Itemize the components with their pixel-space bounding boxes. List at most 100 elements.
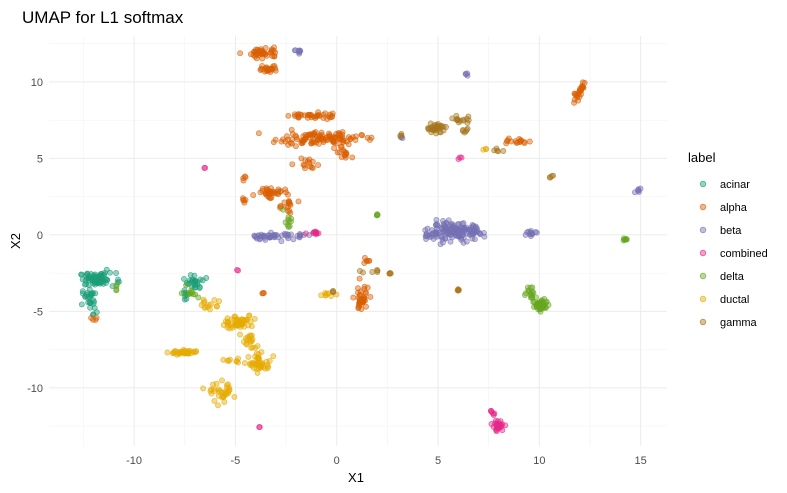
data-point-ductal: [219, 377, 225, 384]
data-point-alpha: [283, 133, 290, 140]
data-point-alpha: [331, 145, 338, 152]
x-axis-ticks: -10 -5 0 5 10 15: [126, 455, 647, 467]
legend-item-combined: combined: [699, 248, 768, 260]
data-point-delta: [533, 301, 540, 308]
data-point-beta: [438, 233, 445, 240]
data-point-ductal: [249, 359, 256, 366]
legend-item-beta: beta: [699, 225, 742, 237]
data-point-alpha: [331, 138, 338, 145]
data-point-ductal: [254, 369, 261, 376]
data-point-delta: [113, 287, 120, 294]
data-point-delta: [280, 206, 286, 213]
data-point-alpha: [356, 303, 363, 310]
data-point-ductal: [210, 381, 216, 388]
data-point-alpha: [364, 134, 371, 141]
data-point-alpha: [363, 303, 369, 310]
data-point-alpha: [259, 290, 266, 297]
data-point-gamma: [443, 124, 449, 130]
data-point-alpha: [521, 138, 528, 145]
data-point-alpha: [255, 130, 262, 137]
data-point-ductal: [228, 316, 235, 323]
data-point-combined: [302, 230, 309, 237]
legend-key-delta: [699, 272, 707, 280]
data-point-ductal: [172, 348, 179, 354]
data-point-acinar: [91, 304, 98, 311]
y-tick-label: 10: [31, 77, 43, 89]
y-tick-label: -10: [27, 383, 43, 395]
data-point-acinar: [87, 290, 94, 297]
data-point-alpha: [267, 69, 274, 76]
data-point-ductal: [205, 302, 212, 308]
data-point-beta: [424, 225, 431, 232]
data-point-combined: [234, 266, 240, 273]
data-point-alpha: [316, 134, 323, 141]
data-point-alpha: [334, 149, 341, 156]
data-point-acinar: [115, 276, 121, 283]
data-point-combined: [201, 165, 208, 171]
data-point-ductal: [233, 358, 240, 365]
data-point-delta: [282, 219, 289, 226]
data-point-delta: [113, 283, 120, 289]
legend-label-combined: combined: [720, 248, 768, 260]
x-tick-label: -5: [231, 455, 241, 467]
data-point-beta: [532, 228, 539, 235]
data-point-ductal: [234, 322, 241, 329]
data-point-ductal: [200, 385, 207, 392]
data-point-ductal: [207, 306, 213, 313]
data-point-ductal: [241, 360, 248, 367]
data-point-ductal: [483, 146, 490, 153]
data-points: [78, 44, 644, 435]
data-point-ductal: [251, 315, 258, 322]
data-point-beta: [463, 238, 470, 245]
data-point-gamma: [386, 270, 393, 277]
data-point-alpha: [310, 138, 317, 145]
data-point-beta: [261, 234, 268, 241]
data-point-ductal: [216, 298, 223, 305]
data-point-beta: [481, 233, 488, 240]
legend-item-acinar: acinar: [699, 179, 750, 191]
data-point-ductal: [193, 348, 200, 355]
data-point-alpha: [271, 189, 278, 196]
data-point-alpha: [268, 47, 275, 54]
data-point-alpha: [328, 114, 335, 120]
data-point-ductal: [246, 332, 253, 339]
data-point-alpha: [268, 65, 275, 72]
data-point-alpha: [306, 160, 313, 167]
data-point-alpha: [315, 162, 322, 169]
y-tick-label: 0: [37, 230, 43, 242]
data-point-alpha: [279, 136, 286, 143]
data-point-gamma: [356, 268, 363, 274]
data-point-combined: [493, 425, 500, 432]
data-point-ductal: [215, 402, 221, 409]
data-point-alpha: [259, 66, 266, 73]
data-point-alpha: [271, 53, 278, 59]
data-point-ductal: [213, 303, 220, 309]
data-point-ductal: [207, 387, 214, 394]
data-point-beta: [476, 229, 483, 236]
data-point-beta: [449, 222, 456, 229]
data-point-ductal: [264, 365, 271, 372]
x-axis-title: X1: [348, 470, 364, 485]
data-point-ductal: [215, 389, 222, 396]
data-point-acinar: [91, 279, 98, 286]
y-tick-label: 5: [37, 153, 43, 165]
data-point-delta: [533, 294, 539, 301]
data-point-gamma: [433, 130, 440, 137]
data-point-delta: [527, 294, 534, 301]
data-point-ductal: [224, 384, 231, 391]
data-point-alpha: [581, 79, 588, 86]
data-point-gamma: [454, 116, 461, 122]
data-point-ductal: [248, 344, 255, 351]
data-point-acinar: [181, 296, 188, 303]
x-tick-label: -10: [126, 455, 142, 467]
data-point-beta: [292, 47, 299, 54]
legend-label-delta: delta: [720, 271, 745, 283]
data-point-delta: [621, 236, 628, 243]
data-point-beta: [278, 238, 285, 245]
data-point-ductal: [243, 316, 250, 323]
data-point-beta: [447, 238, 454, 245]
data-point-alpha: [240, 195, 246, 202]
legend-label-acinar: acinar: [720, 179, 750, 191]
data-point-acinar: [85, 282, 92, 289]
data-point-beta: [288, 231, 294, 238]
